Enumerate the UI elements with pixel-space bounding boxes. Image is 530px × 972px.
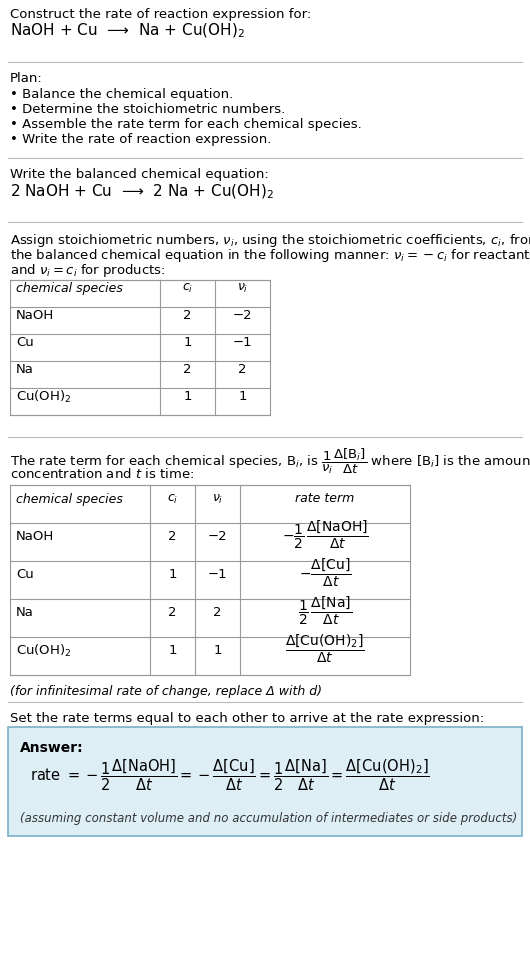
Bar xyxy=(10,280,270,415)
Text: −1: −1 xyxy=(208,569,227,581)
Text: $-\dfrac{\Delta[\mathrm{Cu}]}{\Delta t}$: $-\dfrac{\Delta[\mathrm{Cu}]}{\Delta t}$ xyxy=(299,557,351,589)
Text: $\dfrac{1}{2}\,\dfrac{\Delta[\mathrm{Na}]}{\Delta t}$: $\dfrac{1}{2}\,\dfrac{\Delta[\mathrm{Na}… xyxy=(298,595,352,627)
Text: 2: 2 xyxy=(168,531,176,543)
Text: and $\nu_i = c_i$ for products:: and $\nu_i = c_i$ for products: xyxy=(10,262,165,279)
Text: Plan:: Plan: xyxy=(10,72,43,85)
Text: 2: 2 xyxy=(213,607,222,619)
FancyBboxPatch shape xyxy=(8,727,522,836)
Text: Na: Na xyxy=(16,607,34,619)
Text: $\nu_i$: $\nu_i$ xyxy=(212,493,223,505)
Text: • Write the rate of reaction expression.: • Write the rate of reaction expression. xyxy=(10,133,271,146)
Text: The rate term for each chemical species, B$_i$, is $\dfrac{1}{\nu_i}\dfrac{\Delt: The rate term for each chemical species,… xyxy=(10,447,530,476)
Text: • Determine the stoichiometric numbers.: • Determine the stoichiometric numbers. xyxy=(10,103,285,116)
Text: 1: 1 xyxy=(168,644,176,657)
Text: NaOH: NaOH xyxy=(16,309,54,322)
Text: Cu(OH)$_2$: Cu(OH)$_2$ xyxy=(16,642,72,659)
Text: $\dfrac{\Delta[\mathrm{Cu(OH)_2}]}{\Delta t}$: $\dfrac{\Delta[\mathrm{Cu(OH)_2}]}{\Delt… xyxy=(285,633,365,665)
Text: −2: −2 xyxy=(208,531,227,543)
Bar xyxy=(10,485,410,675)
Text: $-\dfrac{1}{2}\,\dfrac{\Delta[\mathrm{NaOH}]}{\Delta t}$: $-\dfrac{1}{2}\,\dfrac{\Delta[\mathrm{Na… xyxy=(281,519,368,551)
Text: Cu: Cu xyxy=(16,336,34,349)
Text: rate $= -\dfrac{1}{2}\dfrac{\Delta[\mathrm{NaOH}]}{\Delta t} = -\dfrac{\Delta[\m: rate $= -\dfrac{1}{2}\dfrac{\Delta[\math… xyxy=(30,757,430,792)
Text: −1: −1 xyxy=(233,336,252,349)
Text: Assign stoichiometric numbers, $\nu_i$, using the stoichiometric coefficients, $: Assign stoichiometric numbers, $\nu_i$, … xyxy=(10,232,530,249)
Text: $c_i$: $c_i$ xyxy=(167,493,178,505)
Text: NaOH + Cu  ⟶  Na + Cu(OH)$_2$: NaOH + Cu ⟶ Na + Cu(OH)$_2$ xyxy=(10,22,245,41)
Text: 2: 2 xyxy=(183,363,192,376)
Text: • Balance the chemical equation.: • Balance the chemical equation. xyxy=(10,88,233,101)
Text: 1: 1 xyxy=(238,390,247,403)
Text: the balanced chemical equation in the following manner: $\nu_i = -c_i$ for react: the balanced chemical equation in the fo… xyxy=(10,247,530,264)
Text: 2: 2 xyxy=(238,363,247,376)
Text: Construct the rate of reaction expression for:: Construct the rate of reaction expressio… xyxy=(10,8,311,21)
Text: 1: 1 xyxy=(183,390,192,403)
Text: (assuming constant volume and no accumulation of intermediates or side products): (assuming constant volume and no accumul… xyxy=(20,812,517,825)
Text: chemical species: chemical species xyxy=(16,493,123,505)
Text: Cu: Cu xyxy=(16,569,34,581)
Text: Set the rate terms equal to each other to arrive at the rate expression:: Set the rate terms equal to each other t… xyxy=(10,712,484,725)
Text: 2: 2 xyxy=(168,607,176,619)
Text: 1: 1 xyxy=(213,644,222,657)
Text: concentration and $t$ is time:: concentration and $t$ is time: xyxy=(10,467,194,481)
Text: 2: 2 xyxy=(183,309,192,322)
Text: $c_i$: $c_i$ xyxy=(182,282,193,295)
Text: Write the balanced chemical equation:: Write the balanced chemical equation: xyxy=(10,168,269,181)
Text: (for infinitesimal rate of change, replace Δ with d): (for infinitesimal rate of change, repla… xyxy=(10,685,322,698)
Text: Na: Na xyxy=(16,363,34,376)
Text: $\nu_i$: $\nu_i$ xyxy=(237,282,248,295)
Text: 1: 1 xyxy=(168,569,176,581)
Text: −2: −2 xyxy=(233,309,252,322)
Text: Cu(OH)$_2$: Cu(OH)$_2$ xyxy=(16,389,72,404)
Text: chemical species: chemical species xyxy=(16,282,123,295)
Text: 2 NaOH + Cu  ⟶  2 Na + Cu(OH)$_2$: 2 NaOH + Cu ⟶ 2 Na + Cu(OH)$_2$ xyxy=(10,183,274,201)
Text: • Assemble the rate term for each chemical species.: • Assemble the rate term for each chemic… xyxy=(10,118,362,131)
Text: NaOH: NaOH xyxy=(16,531,54,543)
Text: Answer:: Answer: xyxy=(20,741,84,755)
Text: 1: 1 xyxy=(183,336,192,349)
Text: rate term: rate term xyxy=(295,493,355,505)
